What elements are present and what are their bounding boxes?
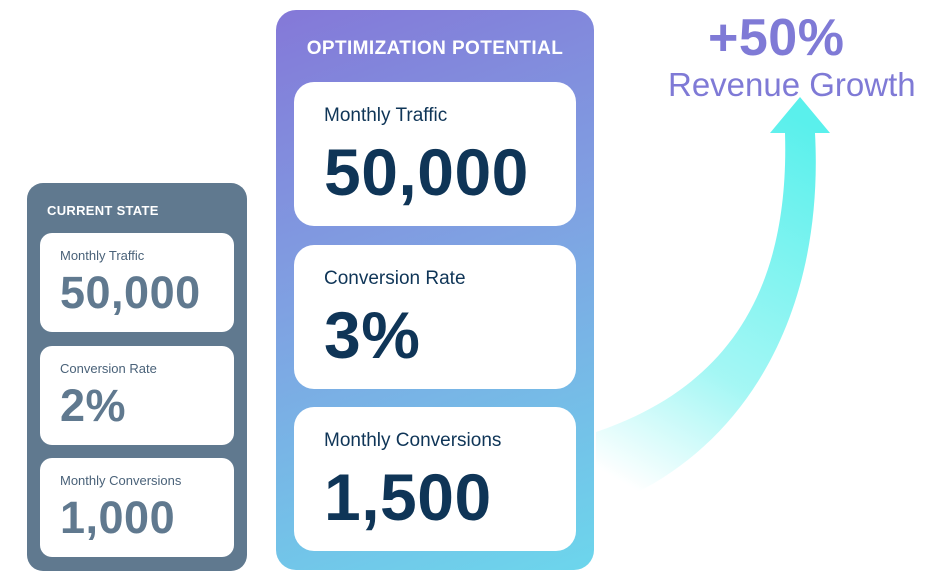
- current-conversion-rate-card: Conversion Rate 2%: [40, 346, 234, 445]
- current-conversion-rate-label: Conversion Rate: [60, 361, 157, 376]
- current-conversions-value: 1,000: [60, 492, 176, 543]
- current-traffic-label: Monthly Traffic: [60, 248, 145, 263]
- current-conversions-card: Monthly Conversions 1,000: [40, 458, 234, 557]
- optimized-conversion-rate-value: 3%: [324, 298, 421, 372]
- optimization-potential-panel: OPTIMIZATION POTENTIAL Monthly Traffic 5…: [276, 10, 594, 570]
- optimized-conversions-value: 1,500: [324, 460, 492, 534]
- optimized-conversion-rate-label: Conversion Rate: [324, 268, 466, 289]
- growth-value: +50%: [708, 9, 845, 67]
- optimized-traffic-label: Monthly Traffic: [324, 105, 448, 126]
- current-traffic-card: Monthly Traffic 50,000: [40, 233, 234, 332]
- optimized-conversions-card: Monthly Conversions 1,500: [294, 407, 576, 551]
- optimization-potential-title: OPTIMIZATION POTENTIAL: [306, 38, 564, 59]
- current-state-panel: CURRENT STATE Monthly Traffic 50,000 Con…: [27, 183, 247, 571]
- optimized-traffic-card: Monthly Traffic 50,000: [294, 82, 576, 226]
- optimized-conversion-rate-card: Conversion Rate 3%: [294, 245, 576, 389]
- optimized-conversions-label: Monthly Conversions: [324, 430, 502, 451]
- current-conversions-label: Monthly Conversions: [60, 473, 182, 488]
- current-traffic-value: 50,000: [60, 267, 201, 318]
- optimized-traffic-value: 50,000: [324, 135, 529, 209]
- growth-label: Revenue Growth: [668, 66, 916, 103]
- current-state-title: CURRENT STATE: [47, 203, 159, 218]
- current-conversion-rate-value: 2%: [60, 380, 127, 431]
